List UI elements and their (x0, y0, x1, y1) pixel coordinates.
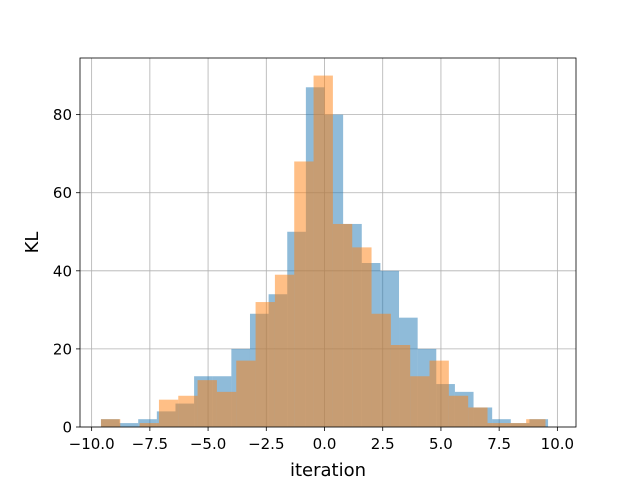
x-axis-label: iteration (290, 460, 366, 480)
histogram-bar-series-2 (255, 302, 275, 427)
histogram-bar-series-2 (294, 161, 314, 427)
axis-ticks: −10.0 −7.5 −5.0 −2.5 0.0 2.5 5.0 7.5 10.0 0 20 40 60… (53, 106, 574, 453)
histogram-bar-series-2 (236, 360, 256, 427)
histogram-bar-series-2 (448, 395, 469, 427)
histogram-bar-series-2 (158, 399, 179, 427)
y-tick-label: 80 (53, 106, 72, 124)
y-tick-label: 20 (53, 340, 72, 358)
histogram-bar-series-1 (119, 423, 139, 427)
x-tick-label: −7.5 (132, 435, 168, 453)
x-tick-label: 7.5 (487, 435, 511, 453)
histogram-bar-series-2 (332, 223, 353, 427)
y-tick-label: 40 (53, 262, 72, 280)
x-tick-label: −5.0 (190, 435, 226, 453)
y-tick-label: 0 (62, 419, 72, 437)
histogram-bar-series-2 (313, 75, 333, 428)
histogram-bar-series-2 (390, 345, 411, 427)
histogram-bar-series-2 (429, 360, 449, 427)
histogram-bar-series-2 (506, 423, 527, 427)
x-tick-label: 10.0 (541, 435, 574, 453)
x-tick-label: 0.0 (313, 435, 337, 453)
x-tick-label: 5.0 (429, 435, 453, 453)
histogram-bar-series-2 (352, 247, 372, 427)
histogram-bar-series-2 (410, 376, 430, 427)
x-tick-label: 2.5 (371, 435, 395, 453)
histogram-bar-series-2 (216, 391, 237, 427)
histogram-bar-series-2 (274, 274, 295, 427)
histogram-bar-series-2 (100, 419, 121, 427)
histogram-bar-series-2 (487, 423, 507, 427)
histogram-bar-series-2 (178, 395, 198, 427)
histogram-bars (100, 75, 549, 428)
histogram-bar-series-2 (526, 419, 546, 427)
y-axis-label: KL (22, 232, 43, 254)
histogram-bar-series-2 (139, 423, 159, 427)
x-tick-label: −2.5 (248, 435, 284, 453)
histogram-bar-series-2 (197, 380, 217, 427)
histogram-bar-series-2 (371, 313, 391, 427)
x-tick-label: −10.0 (69, 435, 115, 453)
histogram-bar-series-2 (468, 407, 488, 427)
y-tick-label: 60 (53, 184, 72, 202)
plot-frame (79, 57, 577, 428)
